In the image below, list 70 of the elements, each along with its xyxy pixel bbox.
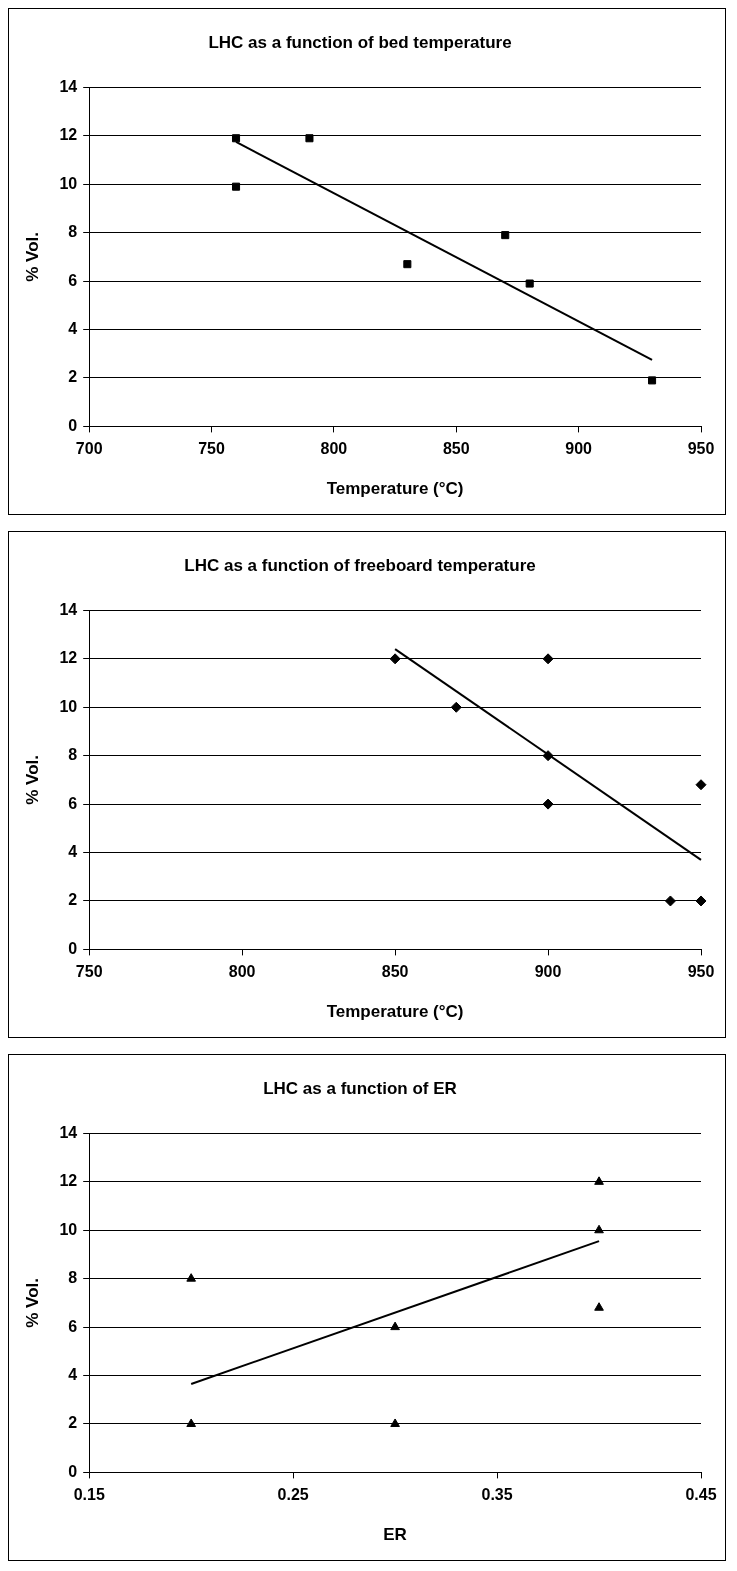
y-tick-label: 4 [68,319,78,337]
point [403,260,412,269]
y-tick-label: 6 [68,794,78,812]
y-tick-label: 4 [68,1365,78,1383]
point [594,1224,604,1234]
y-tick-label: 0 [68,416,78,434]
x-tick-label: 0.25 [277,1486,309,1504]
x-axis-title: ER [383,1525,407,1545]
point [648,376,657,385]
point [594,1302,604,1311]
point [390,1321,400,1331]
x-axis-title: Temperature (°C) [326,1002,464,1022]
y-axis-title: % Vol. [22,232,42,282]
y-tick-label: 0 [68,939,78,957]
point [450,701,462,713]
y-tick-label: 12 [59,1172,78,1190]
x-tick-label: 750 [198,440,225,458]
point [594,1176,604,1185]
y-tick-label: 8 [68,223,78,241]
x-tick-label: 0.35 [481,1486,513,1504]
y-tick-label: 14 [59,600,78,618]
x-tick-label: 950 [687,440,715,458]
y-tick-label: 0 [68,1462,78,1480]
x-tick-label: 850 [381,963,409,981]
point [390,1418,400,1427]
point [542,798,554,810]
y-tick-label: 8 [68,746,78,764]
y-tick-label: 2 [68,891,78,909]
point [695,779,707,791]
x-tick-label: 950 [687,963,715,981]
y-axis-title: % Vol. [22,1278,42,1328]
point [542,653,554,665]
point [389,653,401,665]
x-tick-label: 750 [75,963,103,981]
y-tick-label: 6 [68,271,78,289]
chart-title: LHC as a function of freeboard temperature [184,555,536,575]
point [186,1418,196,1427]
point [542,750,554,762]
x-tick-label: 800 [320,440,348,458]
y-tick-label: 4 [68,842,78,860]
point [525,279,534,288]
point [501,231,510,240]
y-tick-label: 2 [68,368,78,386]
y-tick-label: 12 [59,649,78,667]
point [186,1273,196,1282]
x-tick-label: 700 [75,440,103,458]
y-axis-title: % Vol. [22,755,42,805]
point [231,134,241,143]
x-axis-title: Temperature (°C) [326,479,464,499]
y-tick-label: 10 [59,1220,78,1238]
y-tick-label: 10 [59,697,78,715]
x-tick-label: 0.15 [73,1486,105,1504]
point [664,895,676,907]
y-tick-label: 8 [68,1269,78,1287]
point [305,134,314,143]
x-tick-label: 900 [565,440,593,458]
chart-title: LHC as a function of ER [263,1078,457,1098]
y-tick-label: 12 [59,126,78,144]
x-tick-label: 800 [228,963,256,981]
point [231,182,241,191]
y-tick-label: 6 [68,1317,78,1335]
y-tick-label: 2 [68,1414,78,1432]
y-tick-label: 10 [59,174,78,192]
x-tick-label: 900 [534,963,562,981]
point [695,895,707,907]
x-tick-label: 850 [442,440,470,458]
chart-title: LHC as a function of bed temperature [208,32,512,52]
y-tick-label: 14 [59,77,78,95]
y-tick-label: 14 [59,1123,78,1141]
x-tick-label: 0.45 [685,1486,717,1504]
